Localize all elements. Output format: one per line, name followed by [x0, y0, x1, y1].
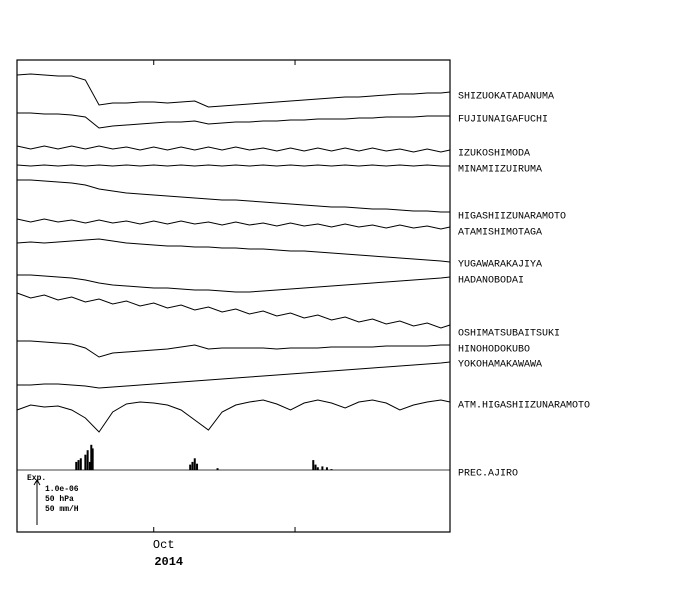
trace-label: SHIZUOKATADANUMA: [458, 92, 554, 103]
precip-bar: [77, 460, 80, 470]
precip-bar: [90, 444, 93, 470]
trace-label: HINOHODOKUBO: [458, 345, 530, 356]
precip-label: PREC.AJIRO: [458, 469, 518, 480]
precip-bar: [88, 461, 91, 470]
scale-precip: 50 mm/H: [45, 505, 79, 514]
scale-title: Exp.: [27, 474, 46, 483]
trace-label: ATM.HIGASHIIZUNARAMOTO: [458, 401, 590, 412]
x-tick-label: Oct: [153, 538, 175, 552]
precip-bar: [191, 461, 194, 470]
precip-bar: [193, 458, 196, 470]
precip-bar: [330, 469, 333, 470]
trace: [17, 179, 450, 213]
plot-frame: [16, 59, 451, 533]
precip-bar: [325, 467, 328, 470]
trace: [16, 73, 451, 108]
precip-bar: [79, 458, 82, 470]
trace: [16, 145, 451, 153]
trace-label: IZUKOSHIMODA: [458, 149, 530, 160]
scale-strain: 1.0e-06: [45, 485, 79, 494]
precip-bar: [321, 466, 324, 470]
precip-bar: [91, 448, 94, 470]
scale-pressure: 50 hPa: [45, 495, 74, 504]
trace-label: HADANOBODAI: [458, 276, 524, 287]
precip-bar: [75, 461, 78, 470]
precip-bar: [86, 450, 89, 470]
trace-label: YUGAWARAKAJIYA: [458, 260, 542, 271]
trace-label: OSHIMATSUBAITSUKI: [458, 329, 560, 340]
trace-label: FUJIUNAIGAFUCHI: [458, 115, 548, 126]
trace-label: ATAMISHIMOTAGA: [458, 228, 542, 239]
precip-bar: [189, 464, 192, 470]
trace-label: YOKOHAMAKAWAWA: [458, 360, 542, 371]
trace-label: HIGASHIIZUNARAMOTO: [458, 212, 566, 223]
trace: [16, 292, 451, 329]
trace: [17, 361, 451, 389]
precip-bar: [314, 464, 317, 470]
trace-label: MINAMIIZUIRUMA: [458, 165, 542, 176]
trace: [16, 164, 450, 167]
scale-arrow-head: [33, 479, 41, 486]
trace: [16, 218, 451, 230]
trace: [17, 112, 450, 129]
precip-bar: [84, 454, 87, 470]
precip-bar: [316, 467, 319, 470]
trace: [16, 399, 451, 433]
trace: [17, 274, 451, 293]
precip-bar: [196, 463, 199, 470]
precip-bar: [312, 460, 315, 470]
trace: [16, 238, 451, 263]
trace: [17, 340, 450, 358]
precip-bar: [216, 468, 219, 470]
x-sublabel: 2014: [154, 555, 183, 569]
